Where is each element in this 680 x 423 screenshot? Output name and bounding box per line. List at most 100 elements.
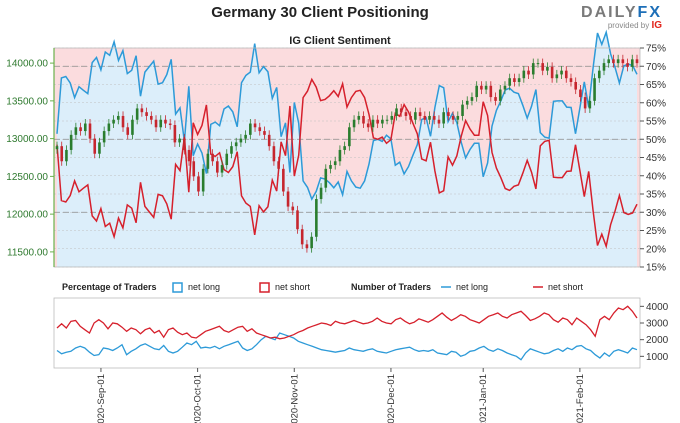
candle-body [107,123,111,132]
candle-body [291,206,295,211]
candle-body [277,161,280,169]
pct-tick-label: 20% [646,244,666,255]
pct-tick-label: 30% [646,208,666,219]
candle-body [258,127,262,132]
candle-body [135,108,139,120]
candle-body [319,187,323,200]
candle-body [131,119,134,135]
candle-body [112,119,115,124]
candle-body [456,115,460,120]
candle-body [150,115,153,120]
candle-body [480,85,483,90]
legend-pct-short: net short [275,282,311,292]
candle-body [154,119,158,128]
candle-body [503,85,507,90]
candle-body [593,78,596,101]
pct-tick-label: 40% [646,171,666,182]
candle-body [579,89,582,98]
traders-tick-label: 3000 [646,319,669,330]
candle-body [432,115,436,120]
price-tick-label: 13500.00 [6,96,48,107]
candle-body [399,108,403,113]
candle-body [55,146,59,150]
pct-tick-label: 50% [646,135,666,146]
candle-body [168,123,172,126]
candle-body [381,119,384,124]
candle-body [357,115,361,120]
candle-body [470,97,474,101]
candle-body [437,119,441,124]
legend-pct-long: net long [188,282,220,292]
candle-body [475,85,478,98]
candle-body [183,138,186,150]
candle-body [201,168,205,192]
net-long-pct-line [56,29,638,201]
candle-body [569,78,573,82]
candle-body [249,123,252,135]
candle-body [513,78,516,82]
candle-body [83,123,87,132]
candle-body [574,81,577,90]
candle-body [494,97,497,101]
candle-body [74,127,78,135]
pct-tick-label: 45% [646,153,666,164]
candle-body [263,131,266,135]
candle-body [164,119,167,124]
candle-body [98,142,101,154]
candle-body [555,74,559,79]
candle-body [423,115,427,120]
candle-body [409,115,412,120]
candle-body [428,115,431,120]
candle-body [220,165,224,173]
candle-body [418,112,422,116]
candle-body [588,100,592,109]
candle-body [461,104,464,116]
candle-body [630,59,634,67]
candle-body [597,70,601,79]
pct-tick-label: 60% [646,98,666,109]
candle-body [612,59,615,64]
candle-body [541,63,544,71]
candle-body [93,138,97,154]
candle-body [329,165,332,169]
date-tick-label: 2020-Oct-01 [193,374,204,423]
candle-body [607,59,611,64]
candle-body [616,59,620,64]
candle-body [159,119,163,128]
candle-body [550,66,554,79]
candle-body [602,63,606,71]
candle-body [310,236,313,249]
candle-body [286,191,290,207]
candle-body [508,78,511,86]
traders-plot-frame [53,297,641,369]
candle-body [315,199,318,237]
candle-body [324,168,328,188]
legend-num-title: Number of Traders [351,282,431,292]
candle-body [338,149,342,162]
pct-tick-label: 15% [646,263,666,274]
candle-body [527,70,530,75]
candle-body [531,63,535,75]
candle-body [305,244,309,249]
candle-body [60,146,64,162]
candle-body [225,153,229,166]
candle-body [465,100,469,105]
pct-tick-label: 65% [646,80,666,91]
pct-tick-label: 25% [646,226,666,237]
long-area-fill [57,32,637,267]
date-tick-label: 2021-Feb-01 [575,374,586,423]
traders-tick-label: 1000 [646,352,669,363]
pct-tick-label: 35% [646,190,666,201]
brand-daily: DAILY [581,4,638,21]
candle-body [244,134,247,139]
chart-subtitle: IG Client Sentiment [289,35,391,47]
candle-body [333,161,337,166]
date-tick-label: 2021-Jan-01 [478,374,489,423]
pct-tick-label: 55% [646,117,666,128]
candle-body [343,146,346,150]
candle-body [626,63,629,67]
candle-body [211,153,214,162]
brand-fx: FX [637,4,662,21]
traders-short-line [56,305,638,340]
price-tick-label: 13000.00 [6,134,48,145]
